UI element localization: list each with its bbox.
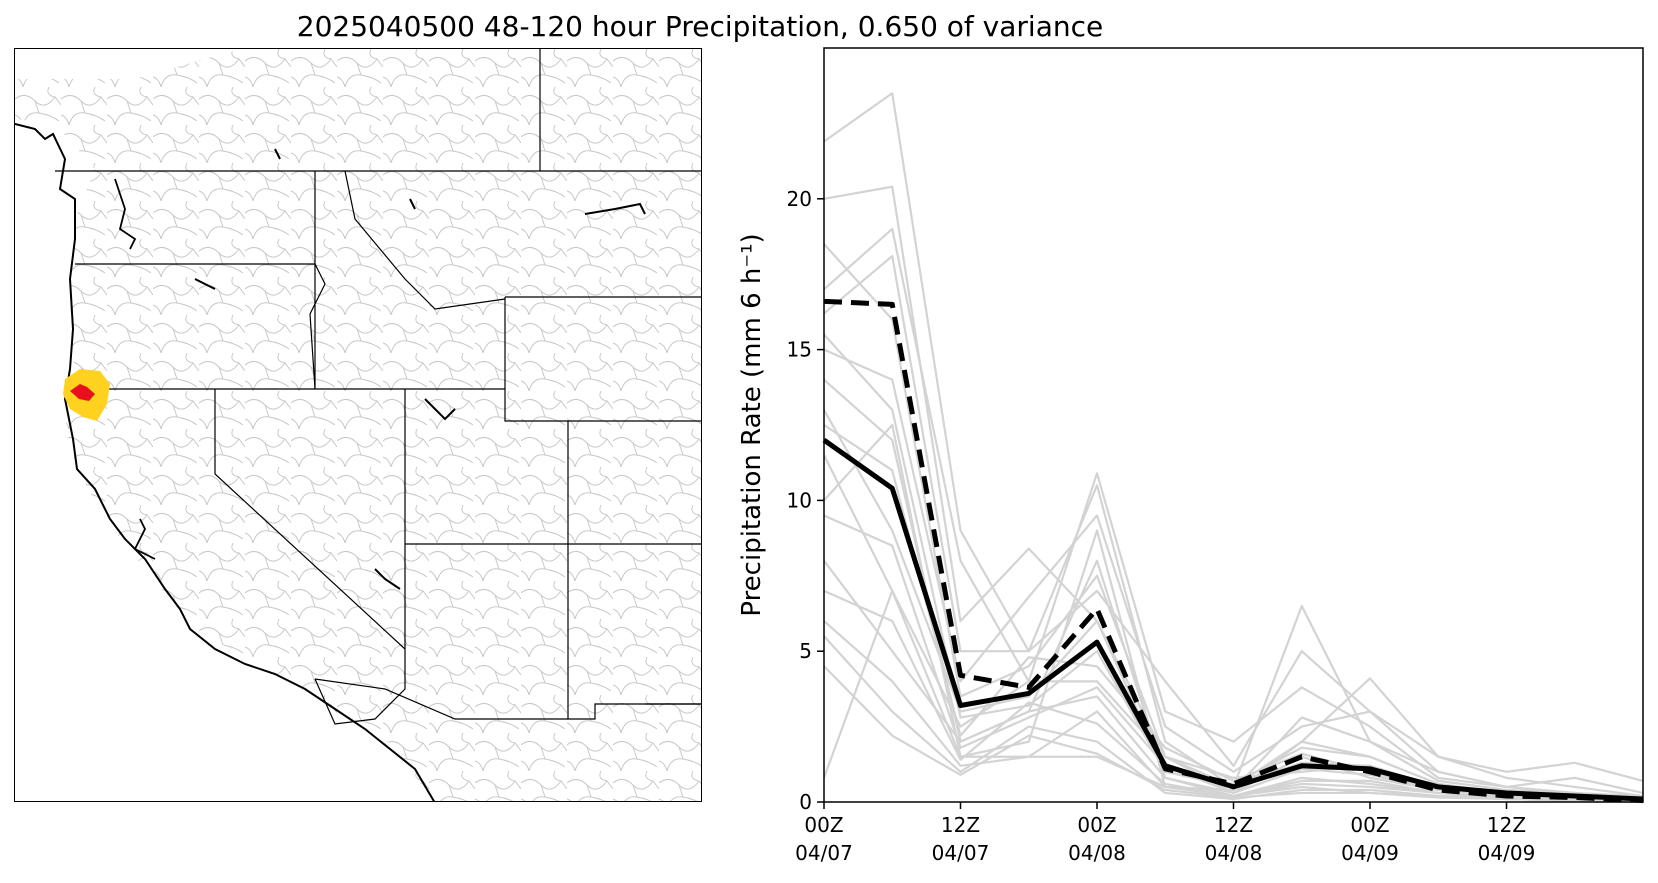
x-tick-label-5-0: 12Z: [1487, 813, 1526, 837]
state-borders: [55, 49, 701, 725]
x-tick-label-0-0: 00Z: [804, 813, 843, 837]
highlight-basin-core: [70, 384, 95, 401]
puget-sound: [114, 178, 137, 250]
y-tick-label-0: 0: [799, 790, 812, 814]
y-axis-ticks: 0 5 10 15 20: [787, 187, 824, 814]
x-tick-label-1-1: 04/07: [932, 841, 990, 865]
ensemble-member-line-11: [823, 620, 1644, 804]
ensemble-member-line-4: [823, 255, 1644, 782]
basin-map: [14, 48, 702, 802]
sf-bay: [133, 518, 156, 560]
map-svg: [15, 49, 701, 801]
x-tick-label-2-0: 00Z: [1077, 813, 1116, 837]
ensemble-member-line-3: [823, 227, 1644, 801]
ensemble-member-line-19: [823, 665, 1644, 804]
summary-lines: [822, 298, 1644, 803]
x-tick-label-2-1: 04/08: [1068, 841, 1126, 865]
land-basins: [15, 49, 701, 801]
lakes: [194, 148, 646, 290]
ensemble-member-line-14: [823, 243, 1644, 801]
x-tick-label-0-1: 04/07: [795, 841, 853, 865]
y-tick-label-4: 20: [787, 187, 812, 211]
great-salt-lake: [374, 398, 456, 590]
figure-title: 2025040500 48-120 hour Precipitation, 0.…: [296, 10, 1104, 43]
ensemble-lines: [822, 92, 1644, 804]
mean-line: [822, 438, 1644, 802]
ensemble-member-line-5: [823, 348, 1644, 795]
x-tick-label-1-0: 12Z: [941, 813, 980, 837]
x-axis-ticks: 00Z 04/07 12Z 04/07 00Z 04/08 12Z 04/08 00Z 04/09…: [795, 802, 1535, 865]
x-tick-label-5-1: 04/09: [1478, 841, 1536, 865]
reconstruction-line: [823, 298, 1644, 803]
x-tick-label-4-0: 00Z: [1350, 813, 1389, 837]
y-axis-label: Precipitation Rate (mm 6 h⁻¹): [737, 233, 767, 616]
y-tick-label-3: 15: [787, 338, 812, 362]
x-tick-label-3-1: 04/08: [1205, 841, 1263, 865]
x-tick-label-3-0: 12Z: [1214, 813, 1253, 837]
y-tick-label-2: 10: [787, 488, 812, 512]
x-tick-label-4-1: 04/09: [1341, 841, 1399, 865]
y-tick-label-1: 5: [799, 639, 812, 663]
coastline: [15, 123, 435, 801]
